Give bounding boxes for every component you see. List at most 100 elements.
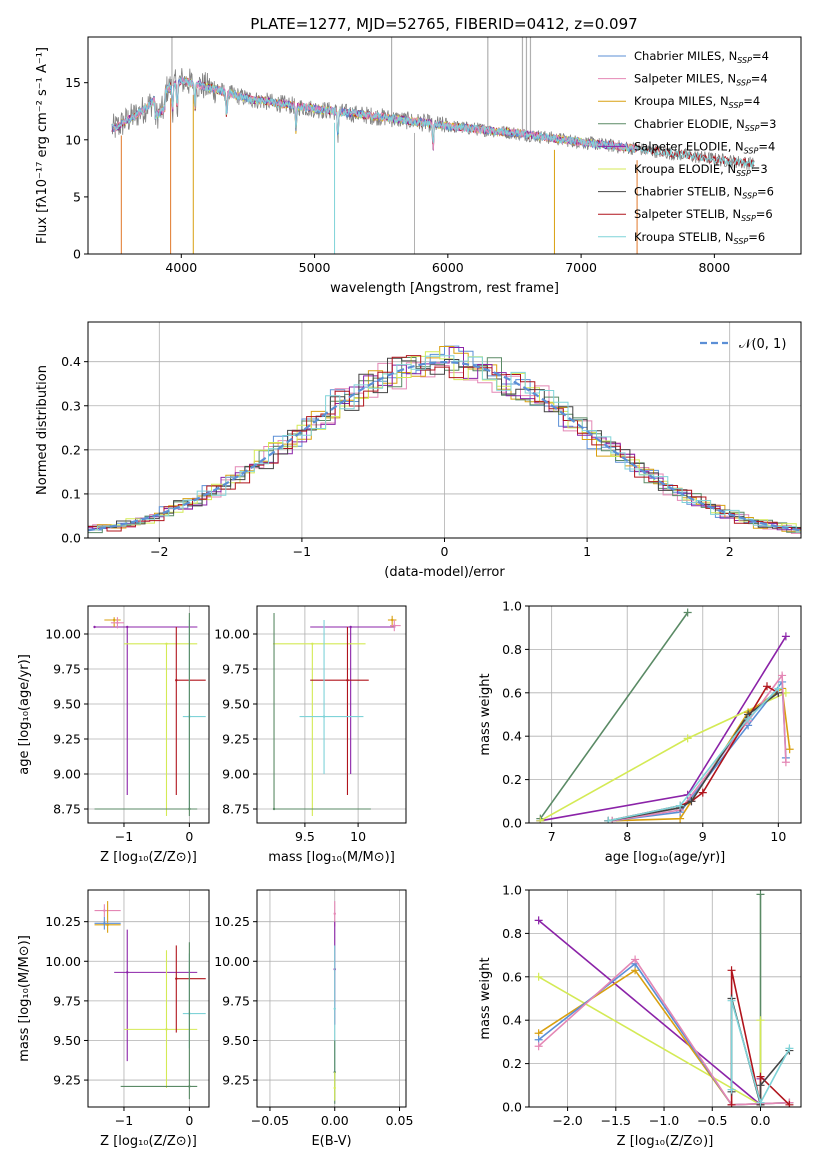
mass-weight-vs-age-ytick-label-4: 0.8 (502, 642, 522, 657)
mass-weight-vs-age-ytick-label-3: 0.6 (502, 685, 522, 700)
mass-vs-EBV-ytick-label-0: 9.25 (222, 1073, 250, 1088)
age-vs-Z-marker-3 (175, 679, 178, 682)
mass-vs-Z-ytick-label-3: 10.00 (45, 954, 81, 969)
mass-weight-vs-age-series-1 (536, 632, 790, 823)
legend-item-1: Salpeter MILES, NSSP=4 (598, 72, 768, 88)
mass-weight-vs-age-marker-6-4 (763, 682, 771, 691)
mass-weight-vs-age-ytick-label-0: 0.0 (502, 816, 522, 831)
mass-vs-Z-plot-area (94, 901, 206, 1100)
mass-weight-vs-Z-marker-8-0 (727, 1085, 736, 1094)
mass-weight-vs-Z-xtick-label-0: −2.0 (552, 1113, 582, 1128)
residuals-panel: −2 −1 0 1 2 0.0 0.1 0.2 0.3 0.4 (data-model)/error… (35, 321, 802, 580)
mass-weight-vs-Z-marker-6-3 (756, 1072, 765, 1081)
spectrum-ylabel: Flux [fλ10⁻¹⁷ erg cm⁻² s⁻¹ A⁻¹] (35, 47, 50, 244)
mass-weight-vs-Z-series-8 (727, 996, 794, 1107)
residuals-xtick-label-3: 1 (583, 544, 591, 559)
mass-weight-vs-Z-ytick-label-0: 0.0 (502, 1100, 522, 1115)
spectrum-plot-area (111, 37, 755, 254)
age-vs-mass-grid (257, 606, 406, 823)
mass-weight-vs-age-series-6 (604, 682, 783, 823)
mass-weight-vs-Z-marker-8-1 (727, 996, 736, 1005)
mass-weight-vs-Z-marker-6-0 (727, 1100, 736, 1107)
age-vs-mass-marker-1 (311, 642, 314, 645)
mass-weight-vs-age-line-0 (539, 612, 689, 820)
mass-weight-vs-age-marker-2-0 (536, 816, 545, 823)
mass-vs-Z-point-5 (175, 945, 206, 1033)
mass-vs-Z-xtick-label-0: −1 (115, 1113, 133, 1128)
mass-vs-EBV-xtick-label-2: 0.05 (386, 1113, 414, 1128)
mass-weight-vs-age-xtick-label-2: 9 (699, 829, 707, 844)
spectrum-xtick-label-3: 7000 (565, 260, 597, 275)
mass-weight-vs-Z-marker-2-2 (756, 1016, 765, 1025)
age-vs-Z-marker-7 (116, 621, 119, 624)
legend-item-3: Chabrier ELODIE, NSSP=3 (598, 117, 776, 133)
mass-vs-EBV-ytick-label-4: 10.25 (214, 914, 250, 929)
spectrum-xtick-label-1: 5000 (299, 260, 331, 275)
mass-weight-vs-age-xtick-label-3: 10 (770, 829, 786, 844)
age-vs-mass-ytick-label-3: 9.50 (222, 697, 250, 712)
age-vs-Z-marker-6 (112, 618, 116, 622)
legend-label-3: Chabrier ELODIE, NSSP=3 (634, 117, 776, 133)
mass-weight-vs-Z-ytick-label-1: 0.2 (502, 1056, 522, 1071)
age-vs-Z-plot-area (93, 613, 206, 816)
mass-vs-metallicity-panel: −1 0 9.25 9.50 9.75 10.00 10.25 Z [log₁₀(Z/Z⊙)]… (17, 889, 210, 1149)
spectrum-ytick-label-1: 5 (73, 189, 81, 204)
mass-vs-Z-marker-0 (103, 909, 106, 912)
mass-weight-vs-age-series-4 (608, 677, 790, 823)
mass-weight-vs-age-ytick-label-5: 1.0 (502, 599, 522, 614)
age-vs-mass-ytick-label-0: 8.75 (222, 802, 250, 817)
legend-item-5: Kroupa ELODIE, NSSP=3 (598, 162, 768, 178)
mass-vs-EBV-plot-area (333, 901, 336, 1104)
mass-weight-vs-age-series-0 (536, 608, 692, 823)
legend-item-0: Chabrier MILES, NSSP=4 (598, 49, 769, 65)
mass-weight-vs-age-xlabel: age [log₁₀(age/yr)] (605, 850, 726, 865)
mass-vs-Z-marker-5 (175, 977, 178, 980)
residuals-ytick-label-2: 0.2 (61, 442, 81, 457)
mass-weight-vs-age-panel: 7 8 9 10 0.0 0.2 0.4 0.6 0.8 1.0 age [log₁₀(age/yr… (478, 599, 802, 865)
mass-weight-vs-age-marker-3-4 (785, 745, 794, 754)
age-vs-mass-marker-0 (349, 625, 352, 629)
spectrum-ytick-label-3: 15 (65, 75, 81, 90)
mass-weight-vs-age-marker-2-1 (683, 734, 692, 743)
age-vs-mass-marker-6 (393, 624, 396, 627)
age-vs-Z-xlabel: Z [log₁₀(Z/Z⊙)] (100, 850, 197, 865)
residuals-xtick-label-4: 2 (726, 544, 734, 559)
mass-vs-ebv-panel: −0.05 0.00 0.05 9.25 9.50 9.75 10.00 10.25 E(B-V… (214, 889, 414, 1149)
mass-vs-EBV-marker-2 (333, 1007, 336, 1010)
mass-weight-vs-Z-marker-2-0 (534, 972, 543, 981)
mass-vs-EBV-ytick-label-2: 9.75 (222, 993, 250, 1008)
mass-weight-vs-age-line-8 (608, 687, 779, 822)
age-vs-Z-ytick-label-2: 9.25 (53, 732, 81, 747)
residuals-ytick-label-1: 0.1 (61, 486, 81, 501)
mass-vs-Z-point-3 (114, 929, 198, 1062)
mass-vs-Z-marker-7 (188, 1085, 191, 1088)
gaussian-legend-label: 𝒩(0, 1) (739, 337, 786, 352)
age-vs-Z-xtick-label-1: 0 (185, 829, 193, 844)
legend-label-4: Salpeter ELODIE, NSSP=4 (634, 139, 775, 155)
mass-weight-vs-Z-line-2 (538, 976, 762, 1107)
mass-weight-vs-age-line-1 (540, 635, 787, 822)
mass-weight-vs-age-marker-5-3 (778, 671, 787, 680)
age-vs-mass-point-4 (272, 613, 371, 811)
legend-label-7: Salpeter STELIB, NSSP=6 (634, 207, 773, 223)
age-vs-Z-point-2 (123, 642, 198, 816)
spectrum-frame (87, 36, 802, 255)
legend-label-8: Kroupa STELIB, NSSP=6 (634, 230, 765, 246)
residuals-xlabel: (data-model)/error (384, 565, 505, 580)
age-vs-mass-point-6 (390, 620, 401, 632)
residuals-xtick-label-0: −2 (150, 544, 168, 559)
mass-weight-vs-age-marker-7-2 (687, 797, 696, 806)
residuals-legend: 𝒩(0, 1) (700, 337, 786, 352)
legend-label-2: Kroupa MILES, NSSP=4 (634, 94, 760, 110)
mass-weight-vs-Z-marker-8-3 (785, 1044, 794, 1053)
mass-weight-vs-age-line-6 (608, 685, 779, 822)
mass-weight-vs-Z-frame (528, 889, 802, 1108)
age-vs-mass-point-0 (310, 625, 396, 774)
age-vs-mass-marker-5 (390, 618, 394, 622)
mass-weight-vs-Z-series-2 (534, 972, 765, 1107)
age-vs-Z-grid (88, 606, 209, 823)
age-vs-mass-xlabel: mass [log₁₀(M/M⊙)] (268, 850, 395, 865)
age-vs-Z-ytick-label-5: 10.00 (45, 627, 81, 642)
mass-weight-vs-Z-ytick-label-4: 0.8 (502, 926, 522, 941)
mass-weight-vs-Z-xlabel: Z [log₁₀(Z/Z⊙)] (617, 1134, 714, 1149)
